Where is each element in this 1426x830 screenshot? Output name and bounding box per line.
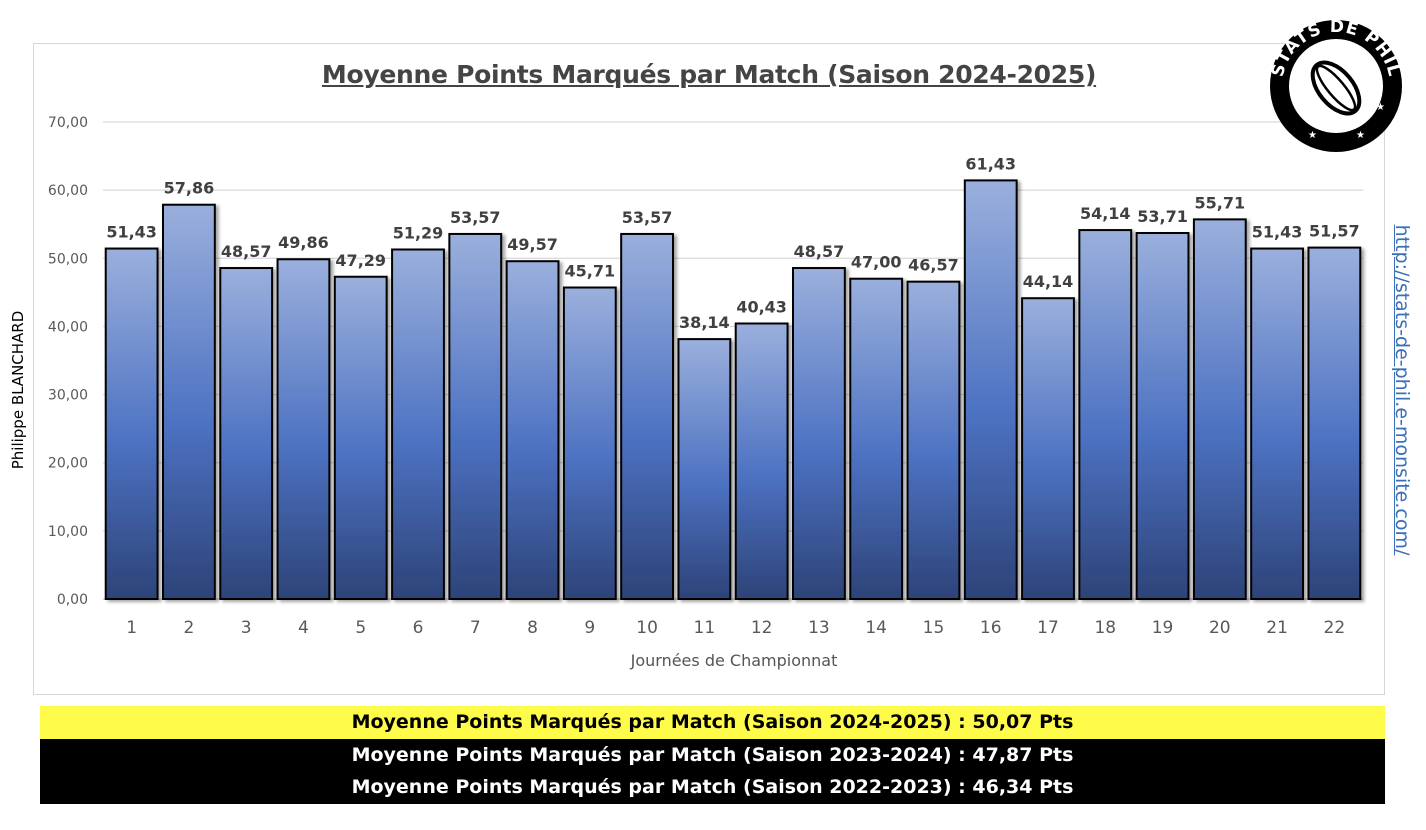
data-label: 54,14 <box>1080 204 1131 223</box>
data-label: 45,71 <box>565 262 616 281</box>
data-label: 61,43 <box>965 154 1016 173</box>
y-tick-label: 70,00 <box>48 115 88 131</box>
data-label: 55,71 <box>1195 193 1246 212</box>
x-tick-label: 19 <box>1152 618 1174 638</box>
bar <box>1250 247 1305 600</box>
chart-title: Moyenne Points Marqués par Match (Saison… <box>321 60 1097 89</box>
bar <box>391 248 445 600</box>
y-axis-tick-labels: 0,00 10,00 20,00 30,00 40,00 50,00 60,00 70,00 <box>48 115 88 608</box>
x-tick-label: 1 <box>126 618 137 638</box>
rugby-ball-icon <box>1310 60 1362 116</box>
x-tick-label: 3 <box>241 618 252 638</box>
data-label: 51,57 <box>1309 222 1360 241</box>
bar <box>1192 218 1247 601</box>
data-label: 49,86 <box>278 233 329 252</box>
x-tick-label: 21 <box>1266 618 1288 638</box>
bar <box>963 179 1018 600</box>
data-label: 53,57 <box>450 208 501 227</box>
data-label: 38,14 <box>679 313 730 332</box>
data-label: 48,57 <box>221 242 272 261</box>
y-tick-label: 40,00 <box>48 319 88 335</box>
site-link[interactable]: http://stats-de-phil.e-monsite.com/ <box>1391 224 1413 556</box>
x-axis-tick-labels: 1 2 3 4 5 6 7 8 9 10 11 12 13 14 15 16 17 18 19 20 21 22 <box>126 618 1345 638</box>
x-tick-label: 10 <box>636 618 658 638</box>
bar <box>849 277 904 600</box>
bars <box>104 179 1362 601</box>
data-label: 40,43 <box>736 297 787 316</box>
x-tick-label: 12 <box>751 618 773 638</box>
bar <box>1078 229 1133 600</box>
x-tick-label: 18 <box>1094 618 1116 638</box>
star-icon: ★ <box>1376 102 1385 113</box>
bar <box>1021 297 1075 600</box>
bar <box>1135 232 1190 601</box>
bar <box>333 275 388 600</box>
x-tick-label: 16 <box>980 618 1002 638</box>
x-tick-label: 4 <box>298 618 309 638</box>
x-tick-label: 7 <box>470 618 481 638</box>
x-tick-label: 20 <box>1209 618 1231 638</box>
bar <box>276 258 331 600</box>
bar <box>562 286 617 600</box>
data-label: 51,43 <box>106 223 157 242</box>
y-tick-label: 0,00 <box>57 592 88 608</box>
star-icon: ★ <box>1308 130 1317 141</box>
y-tick-label: 20,00 <box>48 456 88 472</box>
stats-de-phil-logo: STATS DE PHIL ★ ★ ★ <box>1268 18 1403 152</box>
bar <box>448 232 503 600</box>
bar <box>161 203 216 600</box>
bar <box>104 247 159 600</box>
x-tick-label: 8 <box>527 618 538 638</box>
bar <box>1307 246 1362 600</box>
data-label: 53,71 <box>1137 207 1188 226</box>
x-tick-label: 14 <box>865 618 887 638</box>
bar-chart: 0,00 10,00 20,00 30,00 40,00 50,00 60,00 7 0,00 … <box>48 115 1363 670</box>
data-labels: 51,43 57,86 48,57 49,86 47,29 51,29 53,57 49,57… <box>106 154 1359 332</box>
x-tick-label: 9 <box>584 618 595 638</box>
bar <box>677 338 732 600</box>
y-tick-label: 50,00 <box>48 251 88 267</box>
y-tick-label: 60,00 <box>48 183 88 199</box>
x-tick-label: 6 <box>413 618 424 638</box>
x-tick-label: 11 <box>694 618 716 638</box>
data-label: 47,00 <box>851 253 902 272</box>
data-label: 44,14 <box>1023 272 1074 291</box>
bar <box>219 267 274 600</box>
star-icon: ★ <box>1356 130 1365 141</box>
data-label: 51,43 <box>1252 223 1303 242</box>
author-label: Philippe BLANCHARD <box>9 310 27 470</box>
x-axis-label: Journées de Championnat <box>630 651 838 670</box>
x-tick-label: 17 <box>1037 618 1059 638</box>
x-tick-label: 13 <box>808 618 830 638</box>
y-tick-label: 30,00 <box>48 388 88 404</box>
x-tick-label: 22 <box>1324 618 1346 638</box>
y-tick-label: 10,00 <box>48 524 88 540</box>
data-label: 46,57 <box>908 256 959 275</box>
data-label: 48,57 <box>794 242 845 261</box>
bar <box>791 267 846 600</box>
x-tick-label: 5 <box>355 618 366 638</box>
x-tick-label: 2 <box>183 618 194 638</box>
x-tick-label: 15 <box>923 618 945 638</box>
summary-current-season: Moyenne Points Marqués par Match (Saison… <box>40 706 1385 739</box>
summary-two-seasons-ago: Moyenne Points Marqués par Match (Saison… <box>40 771 1385 804</box>
bar <box>620 232 675 600</box>
data-label: 47,29 <box>335 251 386 270</box>
bar <box>505 260 560 600</box>
bar <box>906 280 961 600</box>
bar <box>734 322 789 600</box>
summary-previous-season: Moyenne Points Marqués par Match (Saison… <box>40 739 1385 771</box>
data-label: 51,29 <box>393 223 444 242</box>
data-label: 49,57 <box>507 235 558 254</box>
data-label: 53,57 <box>622 208 673 227</box>
data-label: 57,86 <box>164 179 215 198</box>
